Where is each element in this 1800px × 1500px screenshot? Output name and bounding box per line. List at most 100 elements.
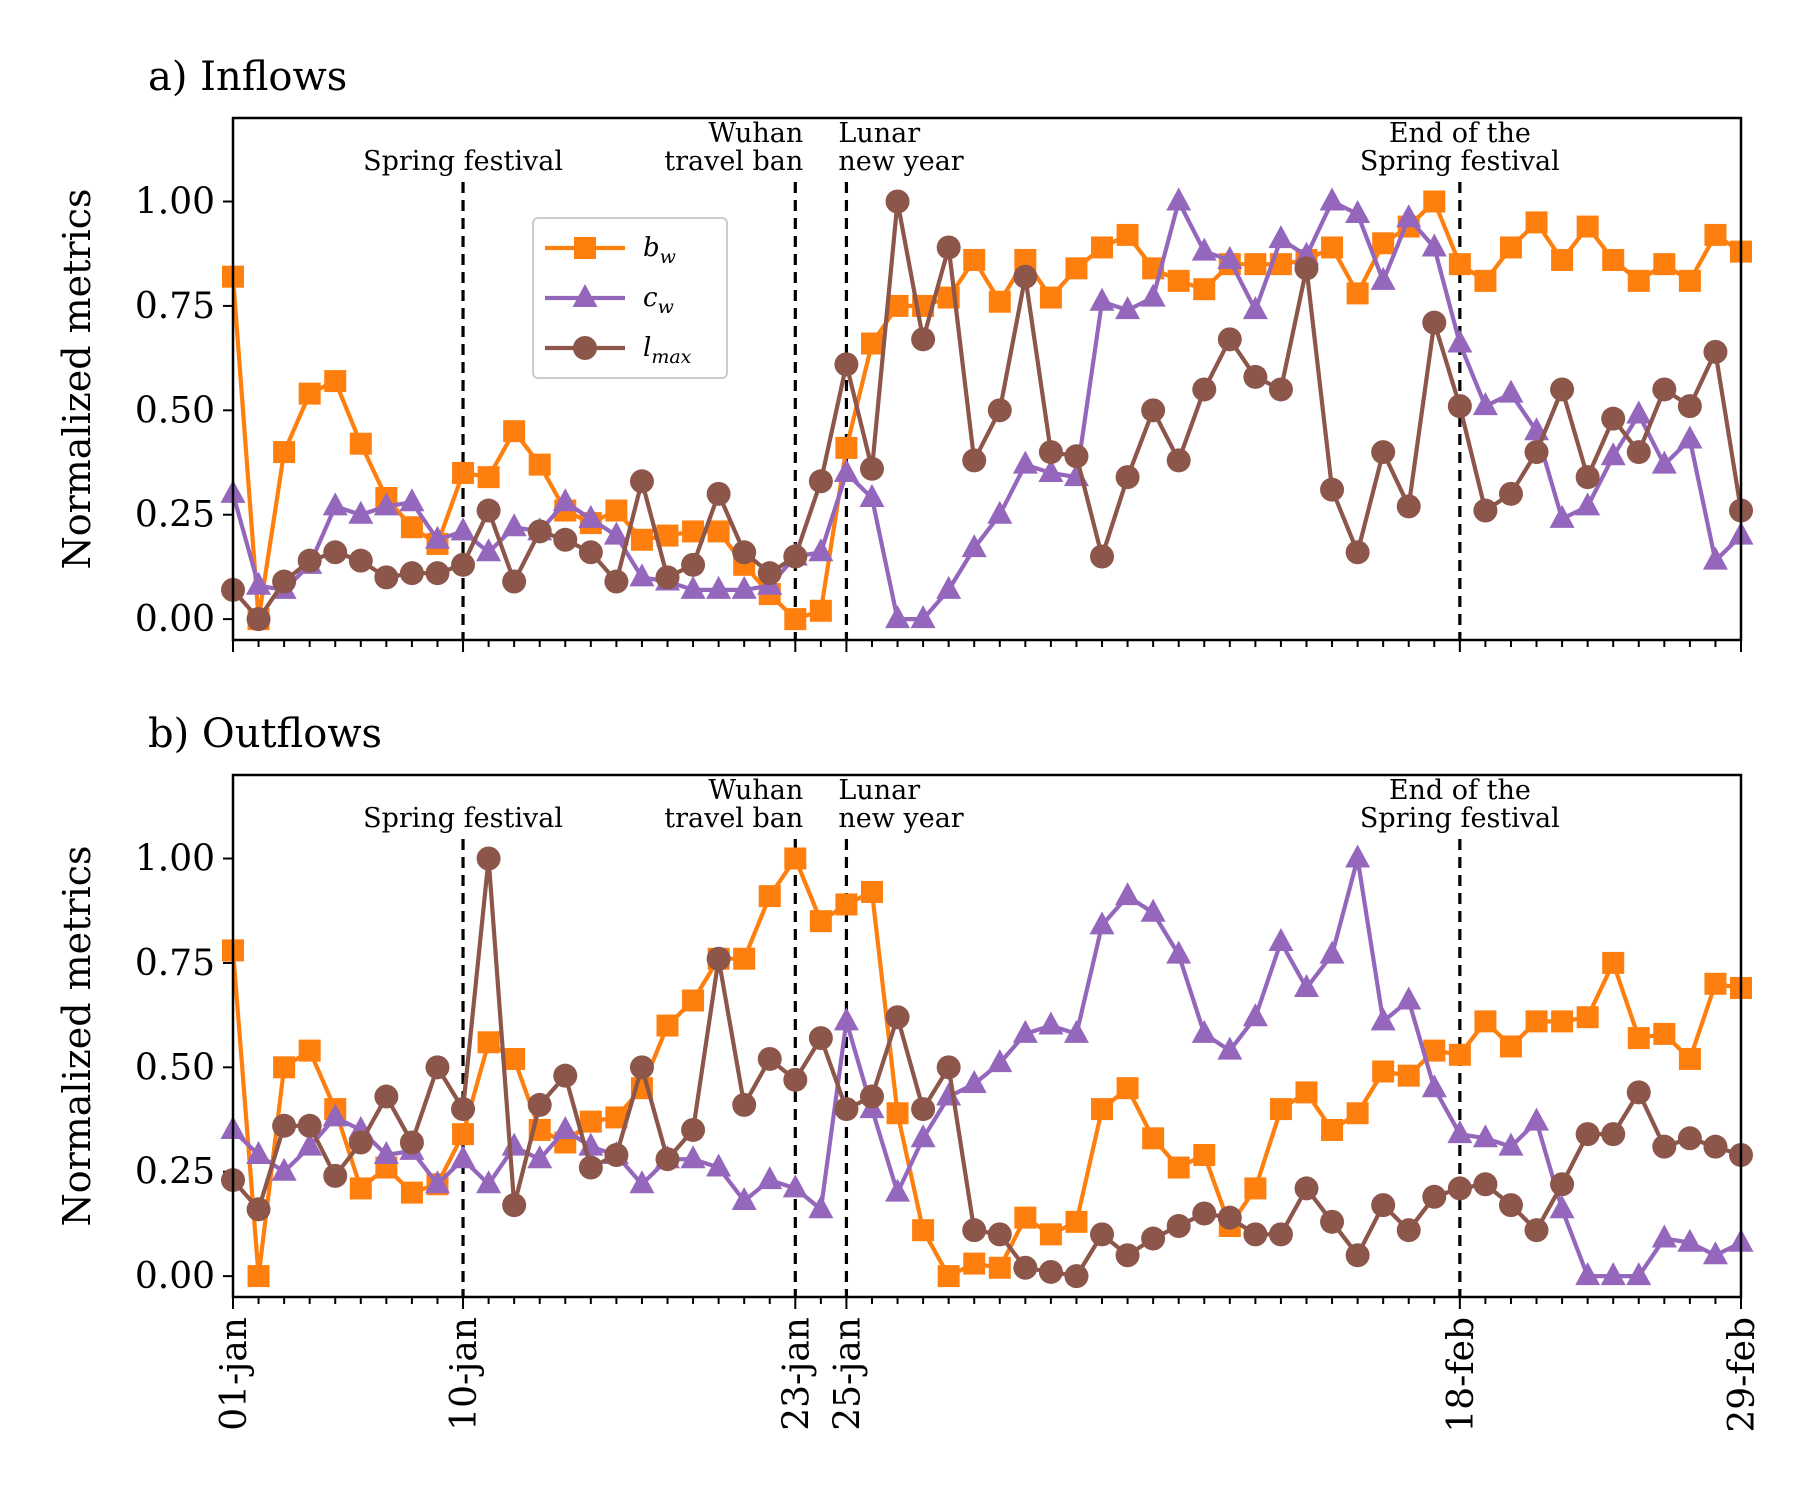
data-point	[1090, 1222, 1115, 1247]
data-point	[1702, 1241, 1728, 1265]
panel-title: a) Inflows	[148, 54, 347, 100]
data-point	[373, 1141, 399, 1165]
data-point	[1370, 1007, 1396, 1031]
x-tick-label: 29-feb	[1722, 1317, 1763, 1433]
data-point	[297, 1113, 322, 1138]
data-point	[1498, 1193, 1523, 1218]
data-point	[1141, 1226, 1166, 1251]
data-point	[1193, 278, 1216, 301]
data-point	[1064, 444, 1089, 469]
data-point	[1294, 256, 1319, 281]
data-point	[1321, 236, 1344, 259]
data-point	[808, 1195, 834, 1219]
data-point	[603, 521, 629, 545]
data-point	[1627, 1027, 1650, 1050]
data-point	[1703, 339, 1728, 364]
event-label: End of the	[1389, 775, 1531, 806]
data-point	[937, 1265, 960, 1288]
data-point	[1575, 1122, 1600, 1147]
data-point	[349, 1177, 372, 1200]
data-point	[1064, 1264, 1089, 1289]
data-point	[1063, 1019, 1089, 1043]
data-point	[1242, 1003, 1268, 1027]
data-point	[1319, 187, 1345, 211]
data-point	[1370, 266, 1396, 290]
event-label: Spring festival	[1360, 803, 1560, 834]
data-point	[886, 1102, 909, 1125]
data-point	[885, 1178, 911, 1202]
data-point	[1192, 1201, 1217, 1226]
data-point	[1498, 481, 1523, 506]
data-point	[1652, 377, 1677, 402]
data-point	[476, 846, 501, 871]
y-tick-label: 0.75	[135, 286, 215, 327]
data-point	[323, 1163, 348, 1188]
data-point	[629, 563, 655, 587]
data-point	[1499, 1035, 1522, 1058]
data-point	[835, 436, 858, 459]
data-point	[1447, 394, 1472, 419]
data-point	[477, 466, 500, 489]
data-point	[706, 946, 731, 971]
data-point	[682, 520, 705, 543]
data-point	[1677, 1126, 1702, 1151]
data-point	[1396, 494, 1421, 519]
data-point	[373, 492, 399, 516]
data-point	[1089, 911, 1115, 935]
data-point	[1498, 1132, 1524, 1156]
data-point	[1012, 1019, 1038, 1043]
data-point	[961, 534, 987, 558]
data-point	[271, 1157, 297, 1181]
data-point	[1243, 1222, 1268, 1247]
y-tick-label: 0.50	[135, 1047, 215, 1088]
data-point	[1677, 425, 1703, 449]
data-point	[911, 1097, 936, 1122]
data-point	[655, 1147, 680, 1172]
event-label: Spring festival	[363, 146, 563, 177]
data-point	[809, 910, 832, 933]
data-point	[656, 524, 679, 547]
data-point	[1371, 440, 1396, 465]
data-point	[834, 352, 859, 377]
data-point	[1268, 1222, 1293, 1247]
legend-marker	[572, 284, 598, 307]
data-point	[1166, 940, 1192, 964]
data-point	[1115, 882, 1141, 906]
data-point	[1115, 1243, 1140, 1268]
data-point	[1320, 477, 1345, 502]
y-tick-label: 0.00	[135, 1256, 215, 1297]
data-point	[1345, 844, 1371, 868]
data-point	[656, 1014, 679, 1037]
data-point	[1038, 1011, 1064, 1035]
data-point	[476, 498, 501, 523]
data-point	[424, 1170, 450, 1194]
event-label: End of the	[1389, 118, 1531, 149]
data-point	[1524, 1107, 1550, 1131]
event-label: Lunar	[838, 118, 920, 149]
event-label: new year	[838, 803, 963, 834]
data-point	[451, 1097, 476, 1122]
data-point	[552, 1115, 578, 1139]
data-point	[527, 519, 552, 544]
data-point	[1039, 286, 1062, 309]
y-tick-label: 0.75	[135, 943, 215, 984]
data-point	[682, 989, 705, 1012]
data-point	[1013, 264, 1038, 289]
data-point	[962, 448, 987, 473]
data-point	[452, 1123, 475, 1146]
data-point	[835, 893, 858, 916]
data-point	[502, 1193, 527, 1218]
data-point	[1244, 1177, 1267, 1200]
data-point	[1448, 1043, 1471, 1066]
data-point	[987, 1049, 1013, 1073]
data-point	[1345, 1243, 1370, 1268]
data-point	[527, 1092, 552, 1117]
data-point	[808, 1026, 833, 1051]
data-point	[1472, 392, 1498, 416]
y-tick-label: 1.00	[135, 182, 215, 223]
data-point	[450, 1145, 476, 1169]
data-point	[323, 540, 348, 565]
data-point	[680, 1145, 706, 1169]
data-point	[246, 607, 271, 632]
data-point	[808, 469, 833, 494]
